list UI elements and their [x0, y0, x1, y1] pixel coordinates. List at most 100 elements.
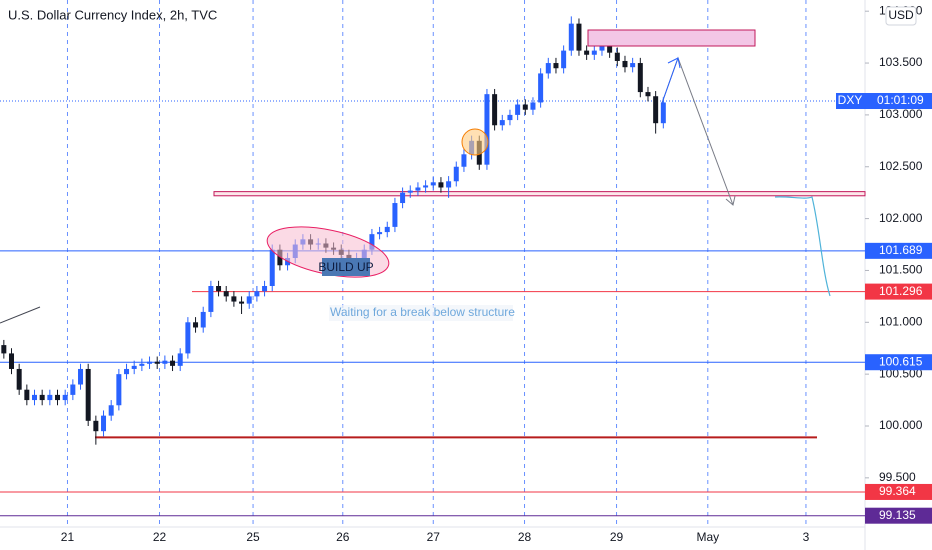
candle-body: [162, 360, 168, 364]
candle-body: [131, 365, 137, 369]
candle-body: [70, 384, 76, 395]
candle-body: [116, 374, 122, 406]
price-label-box: [865, 354, 932, 371]
candle-body: [384, 226, 390, 233]
candle-body: [124, 368, 130, 375]
price-label-box: [865, 507, 932, 524]
candle-body: [453, 166, 459, 182]
candle-body: [108, 405, 114, 416]
candle-body: [32, 394, 38, 401]
trend-line: [0, 306, 41, 324]
price-label-box: [865, 283, 932, 300]
projection-curve: [774, 196, 831, 297]
candle-body: [576, 23, 582, 51]
candle-body: [147, 361, 153, 364]
y-tick-label: 103.000: [879, 107, 923, 121]
y-tick-label: 103.500: [879, 55, 923, 69]
candle-body: [568, 23, 574, 51]
candle-body: [277, 249, 283, 266]
candle-body: [607, 46, 613, 53]
candle-body: [55, 394, 61, 401]
candle-body: [400, 192, 406, 204]
candle-body: [231, 296, 237, 302]
candle-body: [392, 203, 398, 227]
countdown: 01:01:09: [877, 93, 924, 107]
x-tick-label: 29: [610, 530, 624, 544]
candle-body: [407, 190, 413, 193]
currency: USD: [888, 8, 914, 22]
candle-body: [499, 120, 505, 126]
x-tick-label: 25: [246, 530, 260, 544]
candle-body: [630, 63, 636, 68]
candle-body: [239, 301, 245, 304]
candle-body: [254, 291, 260, 297]
candle-body: [262, 286, 268, 292]
candle-body: [170, 360, 176, 366]
y-tick-label: 101.500: [879, 263, 923, 277]
y-tick-label: 102.500: [879, 159, 923, 173]
candle-body: [193, 322, 199, 328]
x-tick-label: 21: [61, 530, 75, 544]
countdown-box: [865, 93, 932, 110]
candle-body: [645, 92, 651, 97]
x-tick-label: 26: [336, 530, 350, 544]
candle-body: [154, 361, 160, 364]
candle-body: [39, 394, 45, 401]
symbol-box: [836, 93, 865, 110]
candle-body: [101, 415, 107, 432]
price-label: 101.296: [879, 284, 923, 298]
annotation: BUILD UP: [318, 260, 373, 274]
y-tick-label: 100.000: [879, 418, 923, 432]
candle-body: [599, 46, 605, 51]
candle-body: [9, 353, 15, 369]
candle-body: [185, 322, 191, 354]
candle-body: [538, 73, 544, 103]
candle-body: [591, 50, 597, 55]
y-tick-label: 101.000: [879, 314, 923, 328]
candle-body: [515, 104, 521, 115]
annotation-box: [329, 305, 513, 321]
y-tick-label: 99.500: [879, 470, 916, 484]
candle-body: [561, 50, 567, 69]
candle-body: [553, 63, 559, 69]
symbol: DXY: [838, 93, 863, 107]
price-label: 101.689: [879, 243, 923, 257]
price-label-box: [865, 242, 932, 259]
candle-body: [269, 249, 275, 287]
candle-body: [614, 52, 620, 61]
candle-body: [461, 154, 467, 167]
candle-body: [200, 311, 206, 328]
candle-body: [85, 368, 91, 421]
annotation-box: [322, 258, 370, 276]
highlight-circle: [461, 128, 489, 156]
candle-body: [208, 286, 214, 312]
candle-body: [660, 102, 666, 124]
candle-body: [507, 114, 513, 121]
candle-body: [446, 181, 452, 188]
candle-body: [492, 94, 498, 126]
candle-body: [622, 60, 628, 68]
supply-zone: [587, 29, 756, 47]
price-label: 99.364: [879, 484, 916, 498]
x-tick-label: 3: [803, 530, 810, 544]
candle-body: [62, 394, 68, 401]
chart-title: U.S. Dollar Currency Index, 2h, TVC: [8, 7, 217, 22]
candle-body: [637, 63, 643, 93]
x-tick-label: 27: [427, 530, 441, 544]
candle-body: [377, 232, 383, 235]
candle-body: [177, 353, 183, 366]
price-label: 99.135: [879, 508, 916, 522]
x-tick-label: 22: [153, 530, 167, 544]
candle-body: [24, 389, 30, 401]
candle-body: [223, 291, 229, 297]
candle-body: [484, 94, 490, 165]
candle-body: [438, 182, 444, 188]
price-label: 100.615: [879, 354, 923, 368]
candle-body: [423, 185, 429, 188]
candle-body: [545, 63, 551, 74]
candle-body: [139, 363, 145, 366]
currency-badge: [885, 6, 917, 26]
zone: [213, 191, 866, 197]
